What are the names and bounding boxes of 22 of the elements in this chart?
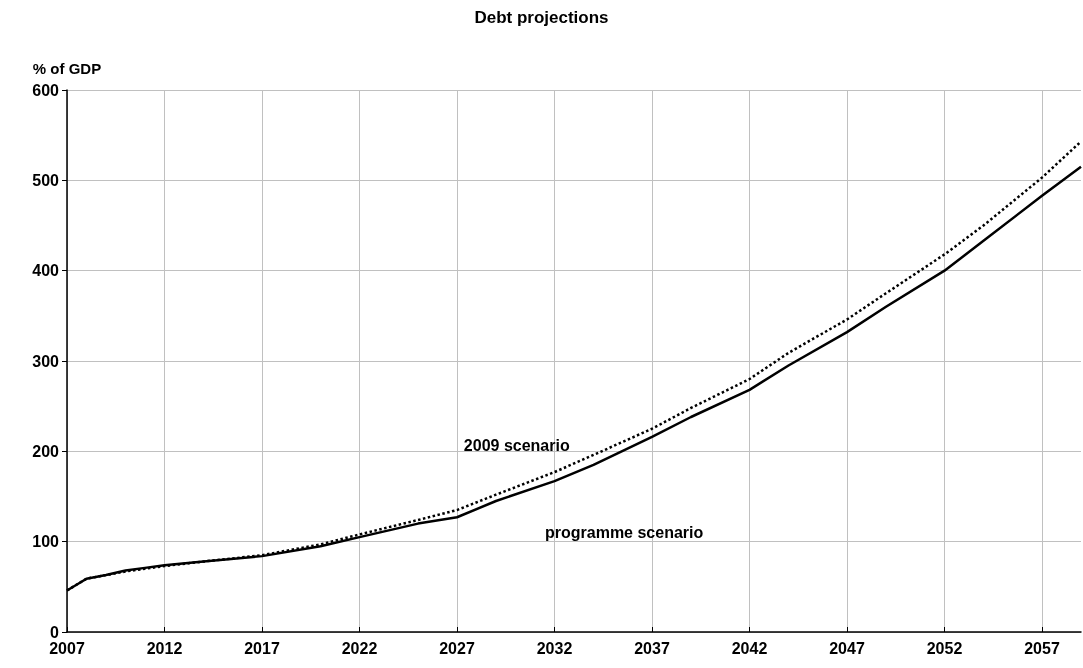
chart-title: Debt projections [474, 8, 609, 27]
y-tick-label: 100 [32, 533, 60, 551]
annotation: programme scenario [544, 523, 704, 541]
x-tick-label: 2057 [1024, 639, 1060, 657]
x-tick-label: 2047 [829, 639, 865, 657]
x-tick-label: 2027 [439, 639, 475, 657]
x-tick-label: 2017 [244, 639, 280, 657]
y-tick-label: 300 [32, 352, 60, 370]
x-tick-label: 2022 [341, 639, 378, 657]
y-tick-label: 200 [32, 442, 60, 460]
x-tick-label: 2052 [926, 639, 963, 657]
annotation: 2009 scenario [463, 437, 570, 455]
x-tick-label: 2042 [731, 639, 768, 657]
y-tick-label: 600 [32, 81, 60, 99]
x-tick-label: 2037 [634, 639, 670, 657]
y-tick-label: 400 [32, 262, 60, 280]
x-tick-label: 2007 [49, 639, 85, 657]
y-axis-title: % of GDP [32, 60, 102, 77]
y-tick-label: 0 [50, 623, 60, 641]
x-tick-label: 2012 [146, 639, 183, 657]
y-tick-label: 500 [32, 171, 60, 189]
x-tick-label: 2032 [536, 639, 573, 657]
